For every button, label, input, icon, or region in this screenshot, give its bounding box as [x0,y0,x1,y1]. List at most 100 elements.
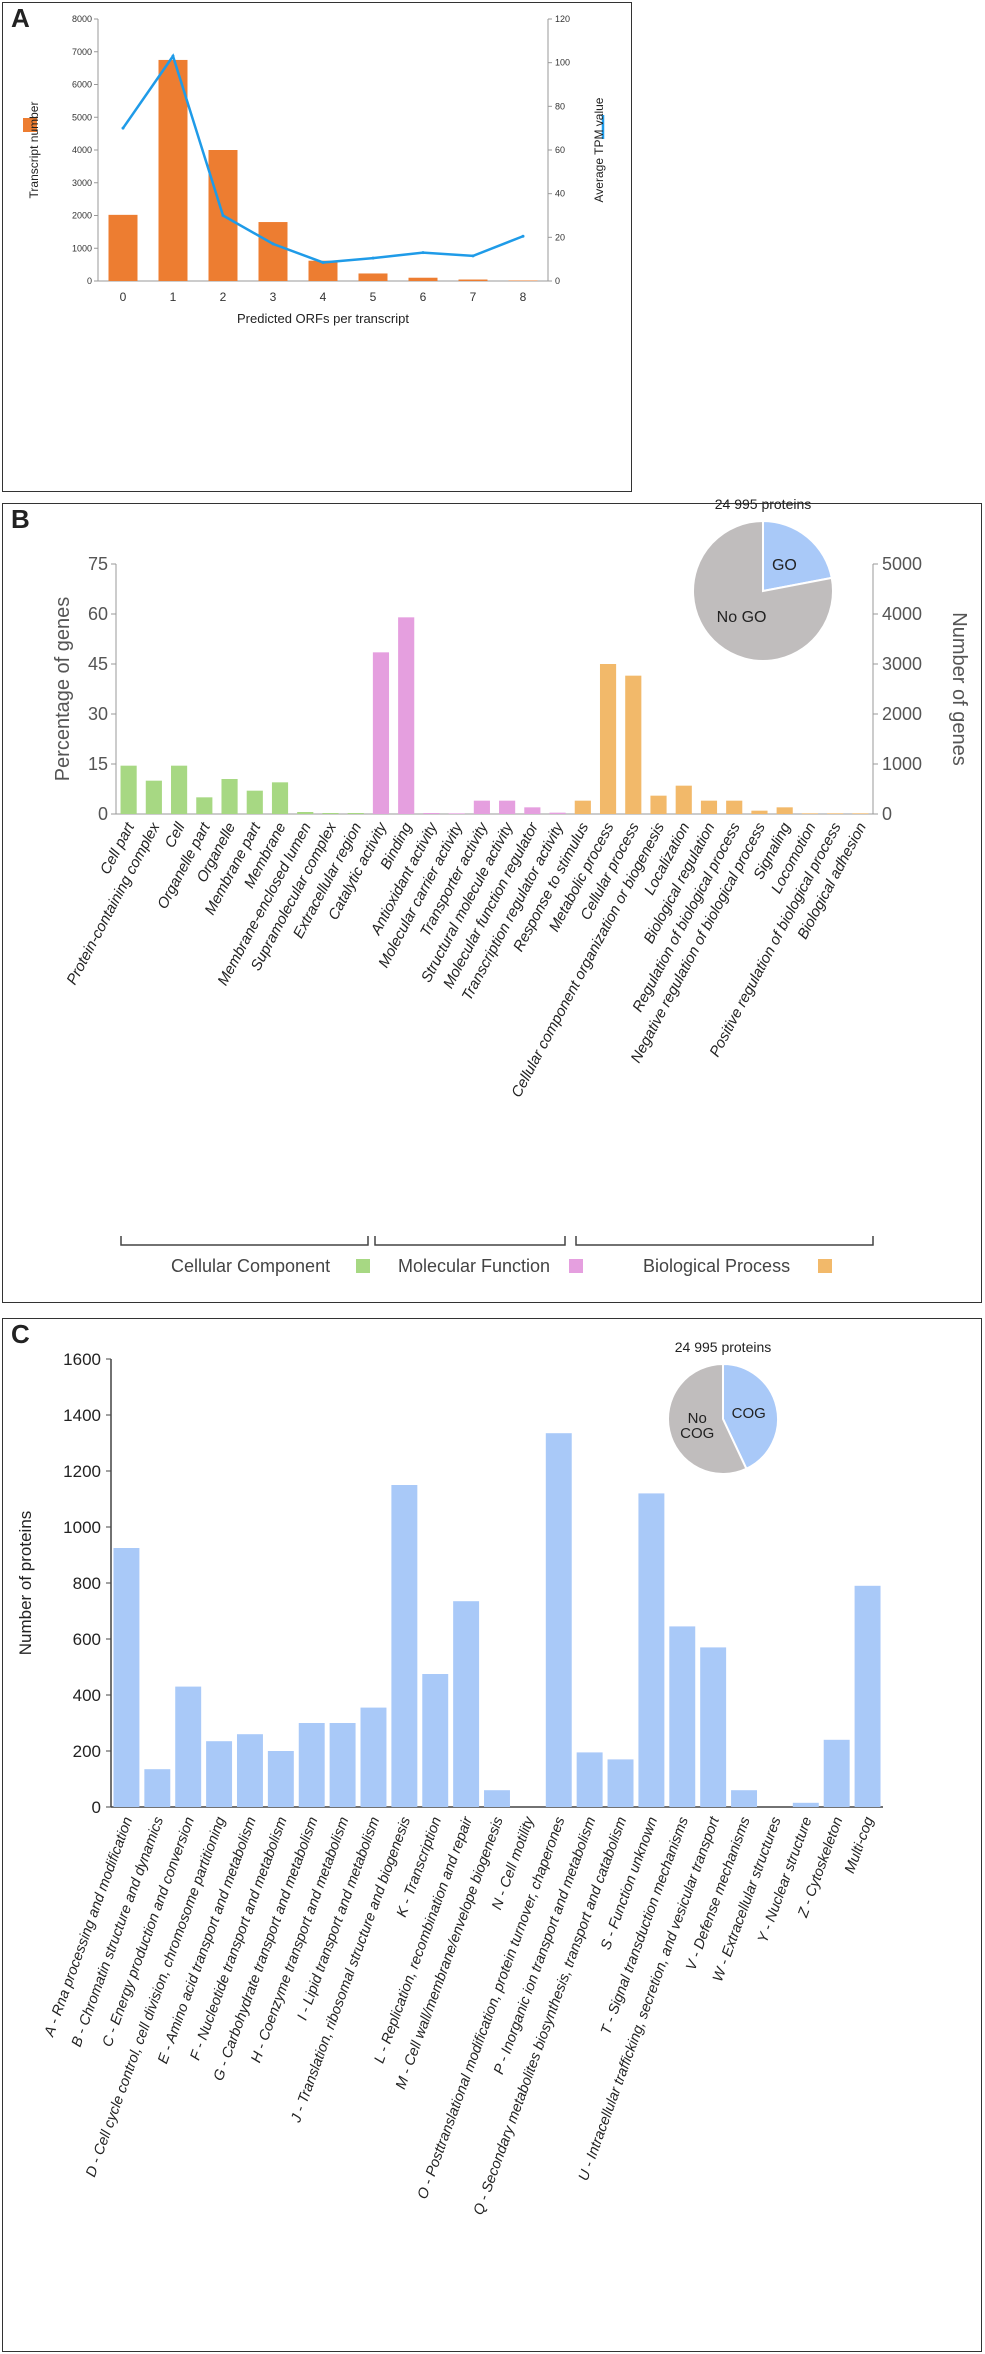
y-tick-label-b: 15 [88,754,108,774]
bar-b-supramolecular-complex [322,813,339,814]
y-axis-label-a: Transcript number [27,102,41,199]
legend-swatch-b-molecular-function [569,1259,583,1273]
bar-b-organelle-part [196,797,213,814]
bar-b-molecular-function-regulator [524,807,541,814]
x-tick-label-c: Multi-cog [842,1815,877,1876]
bar-b-locomotion [801,813,818,814]
legend-label-b-cellular-component: Cellular Component [171,1256,330,1276]
x-tick-label-a: 6 [420,290,427,304]
y2-tick-label-b: 3000 [882,654,922,674]
pie-b-no-go-slice [692,519,834,662]
panel-c: C 0 200 400 600 800 1000 1200 1400 1600 A - Rna p… [2,1318,982,2352]
bar-a-1 [158,59,188,281]
bar-a-6 [408,277,438,281]
y-tick-label-c: 200 [73,1742,101,1761]
x-tick-label-a: 8 [520,290,527,304]
bar-c-a-rna-processing-and-modification [113,1548,140,1807]
bar-b-localization [675,785,692,814]
y2-tick-label-b: 2000 [882,704,922,724]
bar-c-h-coenzyme-transport-and-metabolism [329,1723,356,1807]
bar-a-7 [458,279,488,281]
bar-c-s-function-unknown [638,1493,665,1807]
bar-c-b-chromatin-structure-and-dynamics [144,1769,171,1807]
bar-c-f-nucleotide-transport-and-metabolism [267,1751,294,1807]
bar-c-j-translation-ribosomal-structure-and-biogenesis [391,1485,418,1807]
pie-c-no-cog-label: No COG [680,1410,714,1442]
bracket-biological-process [575,1236,874,1246]
bar-b-cellular-component-organization-or-biogenesis [650,795,667,814]
bar-c-t-signal-transduction-mechanisms [669,1626,696,1807]
bar-c-k-transcription [422,1674,449,1807]
pie-c-cog-label: COG [732,1405,766,1422]
tpm-point-a [421,251,425,255]
tpm-point-a [521,234,525,238]
y-tick-label-c: 1000 [63,1518,101,1537]
legend-label-b-biological-process: Biological Process [643,1256,790,1276]
pie-title: 24 995 proteins [715,496,812,512]
panel-letter-c: C [11,1319,30,1349]
bar-b-positive-regulation-of-biological-process [827,813,844,814]
tpm-point-a [321,260,325,264]
bar-b-biological-regulation [700,800,718,814]
bracket-cellular-component [120,1236,369,1246]
y-tick-label-c: 1400 [63,1406,101,1425]
bar-c-l-replication-recombination-and-repair [453,1601,480,1807]
x-axis-label-a: Predicted ORFs per transcript [237,311,409,326]
bar-b-membrane-part [246,790,263,814]
bar-b-metabolic-process [599,664,617,814]
y-tick-label-a: 6000 [72,80,92,90]
y2-tick-label-b: 4000 [882,604,922,624]
pie-b-go-slice [762,519,833,593]
y-tick-label-c: 1600 [63,1350,101,1369]
pie-c-no-cog-slice [667,1362,748,1475]
bar-c-z-cytoskeleton [823,1739,850,1807]
panel-letter-a: A [11,3,30,33]
bar-c-m-cell-wall-membrane-envelope-biogenesis [484,1790,510,1807]
bar-c-p-inorganic-ion-transport-and-metabolism [576,1752,603,1807]
x-tick-label-a: 0 [120,290,127,304]
bar-b-transcription-regulator-activity [549,812,566,814]
y-tick-label-c: 600 [73,1630,101,1649]
bar-c-y-nuclear-structure [792,1802,819,1807]
y-tick-label-a: 3000 [72,178,92,188]
bar-c-q-secondary-metabolites-biosynthesis-transport-and-catabolism [607,1759,634,1807]
bar-b-cellular-process [625,675,642,814]
y2-axis-label-b: Number of genes [948,612,970,765]
bar-b-extracellular-region [347,813,364,814]
bar-b-cell-part [120,765,137,814]
bar-b-organelle [221,779,238,814]
y2-tick-label-a: 20 [555,232,565,242]
y2-tick-label-b: 1000 [882,754,922,774]
bar-b-response-to-stimulus [574,800,591,814]
legend-bar-marker-a [23,118,37,132]
bar-c-v-defense-mechanisms [731,1790,758,1807]
bar-b-structural-molecule-activity [499,800,516,814]
bar-b-regulation-of-biological-process [726,800,743,814]
y-tick-label-c: 0 [92,1798,101,1817]
x-tick-label-a: 1 [170,290,177,304]
bar-c-o-posttranslational-modification-protein-turnover-chaperones [545,1433,572,1807]
bar-c-e-amino-acid-transport-and-metabolism [236,1734,263,1807]
tpm-point-a [171,54,175,58]
y2-tick-label-a: 120 [555,14,570,24]
bar-b-membrane [271,782,289,814]
pie-title: 24 995 proteins [675,1339,772,1355]
bar-b-antioxidant-activity [423,813,440,814]
y-tick-label-a: 7000 [72,47,92,57]
y-tick-label-a: 5000 [72,112,92,122]
panel-b: B 0 15 30 45 60 75 0 1000 2000 3000 4000 5000 Cell p… [2,496,982,1303]
bar-b-negative-regulation-of-biological-process [751,810,768,814]
y-tick-label-a: 4000 [72,145,92,155]
bar-b-transporter-activity [473,800,490,814]
legend-swatch-b-biological-process [818,1259,832,1273]
chart-a: 0100020003000400050006000700080000204060… [23,14,606,326]
panel-a: A 0 1000 2000 3000 4000 5000 6000 7000 8000 0 20 40… [2,2,632,492]
bar-c-g-carbohydrate-transport-and-metabolism [298,1723,325,1807]
y-axis-label-b: Percentage of genes [52,597,74,782]
y-tick-label-b: 30 [88,704,108,724]
panel-letter-b: B [11,504,30,534]
tpm-point-a [471,254,475,258]
x-tick-label-a: 5 [370,290,377,304]
bar-a-3 [258,222,288,281]
